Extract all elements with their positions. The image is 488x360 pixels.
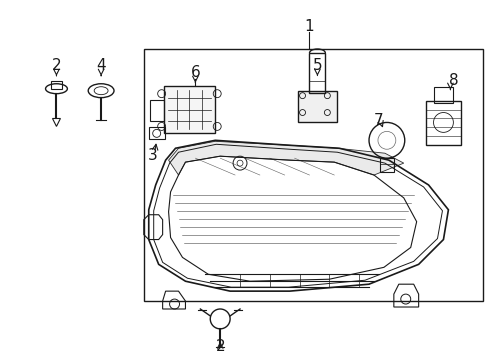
Text: 4: 4 — [96, 58, 106, 73]
Polygon shape — [168, 141, 403, 175]
Text: 7: 7 — [373, 113, 383, 128]
Text: 1: 1 — [304, 19, 314, 34]
Text: 2: 2 — [215, 339, 224, 354]
Bar — [425, 100, 460, 145]
Bar — [143, 49, 482, 301]
Bar — [50, 81, 62, 89]
Text: 5: 5 — [312, 58, 322, 73]
Text: 6: 6 — [190, 65, 200, 80]
Bar — [163, 86, 215, 133]
Bar — [433, 87, 452, 103]
Text: 3: 3 — [147, 148, 157, 163]
Bar — [148, 127, 164, 139]
Bar — [149, 100, 163, 121]
Bar — [379, 158, 393, 172]
Bar — [309, 53, 325, 93]
Bar — [297, 91, 337, 122]
Text: 2: 2 — [52, 58, 61, 73]
Text: 8: 8 — [447, 73, 457, 88]
